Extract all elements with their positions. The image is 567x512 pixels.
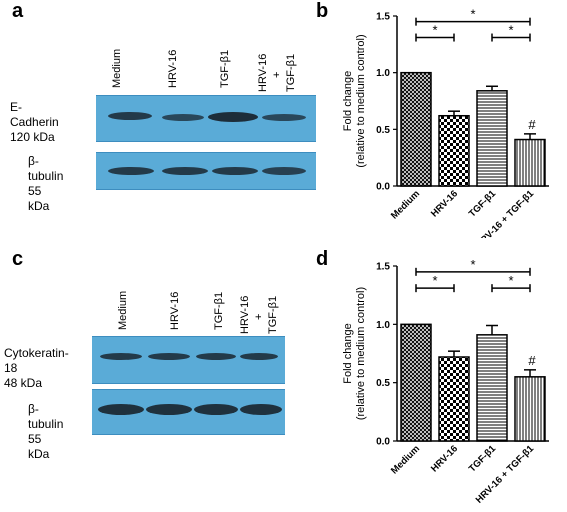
significance-star: * <box>432 23 437 38</box>
y-tick-label: 1.5 <box>376 12 390 23</box>
band-ecad-combo <box>262 114 306 121</box>
y-tick-label: 0.5 <box>376 125 390 136</box>
lane-label-c-combo-line3: TGF-β1 <box>267 295 279 334</box>
x-tick-label: TGF-β1 <box>467 188 499 220</box>
y-axis-label: Fold change(relative to medium control) <box>342 287 367 420</box>
lane-label-c-tgf: TGF-β1 <box>213 291 225 330</box>
significance-star: * <box>432 273 437 288</box>
y-tick-label: 1.0 <box>376 320 390 331</box>
lane-label-combo: HRV-16 <box>257 53 269 92</box>
blot-label-tubulin-a: β-tubulin 55 kDa <box>28 154 63 214</box>
band-tub-c-combo <box>240 404 282 415</box>
y-tick-label: 1.0 <box>376 68 390 79</box>
lane-label-tgf: TGF-β1 <box>219 49 231 88</box>
blot-label-cytokeratin-name: Cytokeratin-18 <box>4 346 69 375</box>
blot-label-tubulin-a-kda: 55 kDa <box>28 184 50 213</box>
blot-label-tubulin-a-name: β-tubulin <box>28 154 64 183</box>
bar <box>400 323 432 442</box>
x-tick-label: Medium <box>389 443 422 476</box>
band-tub-c-hrv16 <box>146 404 192 415</box>
lane-label-c-combo-plus: + <box>253 313 265 320</box>
band-ck-tgf <box>196 353 236 360</box>
band-tub-c-medium <box>98 404 144 415</box>
lane-label-c-hrv16: HRV-16 <box>169 291 181 330</box>
bar <box>438 356 470 442</box>
membrane-tubulin-c <box>92 389 285 435</box>
bar <box>514 138 546 187</box>
lane-label-combo-line2: + <box>271 71 283 78</box>
y-tick-label: 0.0 <box>376 182 390 193</box>
lane-label-c-combo-line1: HRV-16 <box>239 295 251 334</box>
bar <box>476 334 508 442</box>
lane-label-combo-line1: HRV-16 <box>257 53 269 92</box>
lane-label-c-combo-line2: + <box>253 313 265 320</box>
band-tub-a-medium <box>108 167 154 175</box>
band-tub-a-combo <box>262 167 306 175</box>
blot-label-tubulin-c-kda: 55 kDa <box>28 432 50 461</box>
x-tick-label: HRV-16 <box>429 188 460 219</box>
panel-letter-c: c <box>12 248 24 270</box>
lane-label-c-medium: Medium <box>117 290 129 330</box>
lane-label-hrv16: HRV-16 <box>167 49 179 88</box>
blot-label-cytokeratin: Cytokeratin-18 48 kDa <box>4 346 69 391</box>
significance-star: * <box>508 23 513 38</box>
lane-label-c-combo-tgf: TGF-β1 <box>267 295 279 334</box>
blot-label-ecadherin: E-Cadherin 120 kDa <box>10 100 59 145</box>
x-tick-label: HRV-16 <box>429 443 460 474</box>
band-tub-a-tgf <box>212 167 258 175</box>
bar <box>438 114 470 187</box>
bar-chart-d: Fold change(relative to medium control) 0… <box>342 257 549 506</box>
lane-label-combo-tgf: TGF-β1 <box>285 53 297 92</box>
x-tick-label: Medium <box>389 188 422 221</box>
band-tub-a-hrv16 <box>162 167 208 175</box>
blot-label-ecadherin-kda: 120 kDa <box>10 130 55 144</box>
y-tick-label: 1.5 <box>376 262 390 273</box>
band-ck-medium <box>100 353 142 360</box>
band-ecad-hrv16 <box>162 114 204 121</box>
y-axis-label-line2: (relative to medium control) <box>355 34 367 167</box>
panel-letter-d: d <box>316 248 329 270</box>
y-tick-label: 0.5 <box>376 378 390 389</box>
band-ck-combo <box>240 353 278 360</box>
hash-marker: # <box>528 353 536 368</box>
band-tub-c-tgf <box>194 404 238 415</box>
blot-label-cytokeratin-kda: 48 kDa <box>4 376 43 390</box>
band-ecad-medium <box>108 112 152 120</box>
membrane-cytokeratin <box>92 336 285 384</box>
lane-label-combo-plus: + <box>271 71 283 78</box>
panel-letter-a: a <box>12 0 24 22</box>
membrane-ecadherin <box>96 95 316 142</box>
lane-label-combo-line3: TGF-β1 <box>285 53 297 92</box>
membrane-tubulin-a <box>96 152 316 190</box>
band-ecad-tgf <box>208 112 258 122</box>
band-ck-hrv16 <box>148 353 190 360</box>
blot-label-ecadherin-name: E-Cadherin <box>10 100 59 129</box>
significance-star: * <box>508 273 513 288</box>
blot-label-tubulin-c-name: β-tubulin <box>28 402 64 431</box>
lane-label-medium: Medium <box>111 48 123 88</box>
y-axis-label-line2: (relative to medium control) <box>355 287 367 420</box>
blot-label-tubulin-c: β-tubulin 55 kDa <box>28 402 63 462</box>
y-tick-label: 0.0 <box>376 437 390 448</box>
y-axis-label-line1: Fold change <box>342 71 354 132</box>
significance-star: * <box>470 8 475 22</box>
y-axis-label-line1: Fold change <box>342 323 354 384</box>
panel-letter-b: b <box>316 0 329 22</box>
bar <box>400 71 432 187</box>
bar-chart-b: Fold change(relative to medium control) 0… <box>342 8 549 238</box>
bar <box>476 90 508 187</box>
hash-marker: # <box>528 117 536 132</box>
x-tick-label: TGF-β1 <box>467 443 499 475</box>
significance-star: * <box>470 257 475 272</box>
lane-label-c-combo: HRV-16 <box>239 295 251 334</box>
bar <box>514 376 546 442</box>
y-axis-label: Fold change(relative to medium control) <box>342 34 367 167</box>
